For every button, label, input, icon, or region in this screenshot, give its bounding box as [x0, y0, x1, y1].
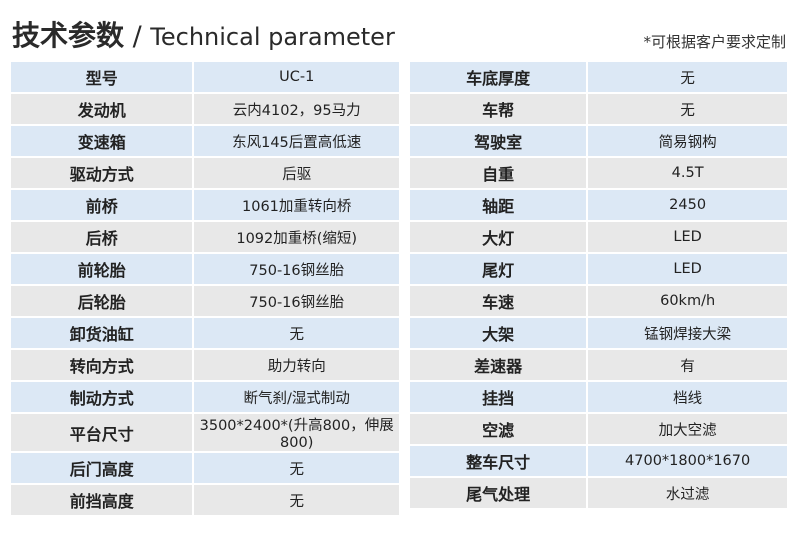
param-value: 无: [194, 485, 399, 515]
table-row: 后轮胎 750-16钢丝胎: [11, 286, 399, 316]
table-row: 驾驶室 简易钢构: [410, 126, 787, 156]
param-name: 驱动方式: [11, 158, 193, 188]
table-row: 车帮无: [410, 94, 787, 124]
table-row: 前挡高度无: [11, 485, 399, 515]
param-value: 4.5T: [588, 158, 787, 188]
param-value: LED: [588, 222, 787, 252]
title-cn: 技术参数: [12, 19, 125, 52]
param-value: 后驱: [194, 158, 399, 188]
param-value: 无: [588, 62, 787, 92]
spec-table-right: 车底厚度无车帮无驾驶室 简易钢构 自重 4.5T 轴距 2450 大灯 LED 尾灯 LED 车速 6…: [408, 60, 789, 510]
table-row: 尾灯 LED: [410, 254, 787, 284]
table-row: 驱动方式 后驱: [11, 158, 399, 188]
param-value: LED: [588, 254, 787, 284]
table-row: 变速箱 东风145后置高低速: [11, 126, 399, 156]
param-value: 4700*1800*1670: [588, 446, 787, 476]
table-row: 挂挡 档线: [410, 382, 787, 412]
param-name: 制动方式: [11, 382, 193, 412]
table-row: 空滤 加大空滤: [410, 414, 787, 444]
param-name: 差速器: [410, 350, 587, 380]
param-value: 断气刹/湿式制动: [194, 382, 399, 412]
param-name: 后门高度: [11, 453, 193, 483]
param-value: 1061加重转向桥: [194, 190, 399, 220]
table-row: 卸货油缸无: [11, 318, 399, 348]
param-name: 型号: [11, 62, 193, 92]
title-separator: /: [124, 21, 151, 52]
param-value: 无: [194, 453, 399, 483]
param-name: 车速: [410, 286, 587, 316]
table-row: 尾气处理 水过滤: [410, 478, 787, 508]
table-row: 前轮胎 750-16钢丝胎: [11, 254, 399, 284]
param-name: 后桥: [11, 222, 193, 252]
param-value: 助力转向: [194, 350, 399, 380]
param-name: 前桥: [11, 190, 193, 220]
table-row: 后门高度无: [11, 453, 399, 483]
table-row: 平台尺寸 3500*2400*(升高800，伸展800): [11, 414, 399, 451]
table-row: 前桥 1061加重转向桥: [11, 190, 399, 220]
table-row: 大架 锰钢焊接大梁: [410, 318, 787, 348]
param-value: 3500*2400*(升高800，伸展800): [194, 414, 399, 451]
param-name: 大灯: [410, 222, 587, 252]
param-name: 转向方式: [11, 350, 193, 380]
param-value: 60km/h: [588, 286, 787, 316]
table-row: 后桥 1092加重桥(缩短): [11, 222, 399, 252]
param-name: 发动机: [11, 94, 193, 124]
param-value: 档线: [588, 382, 787, 412]
title-en: Technical parameter: [150, 23, 395, 51]
param-value: 云内4102，95马力: [194, 94, 399, 124]
param-name: 空滤: [410, 414, 587, 444]
param-name: 自重: [410, 158, 587, 188]
param-value: 2450: [588, 190, 787, 220]
customization-note: *可根据客户要求定制: [643, 33, 786, 51]
page-title: 技术参数 / Technical parameter: [12, 14, 395, 54]
param-value: UC-1: [194, 62, 399, 92]
param-name: 驾驶室: [410, 126, 587, 156]
param-name: 尾灯: [410, 254, 587, 284]
param-name: 前轮胎: [11, 254, 193, 284]
table-row: 型号 UC-1: [11, 62, 399, 92]
param-name: 轴距: [410, 190, 587, 220]
param-name: 大架: [410, 318, 587, 348]
param-value: 无: [588, 94, 787, 124]
param-value: 东风145后置高低速: [194, 126, 399, 156]
param-name: 变速箱: [11, 126, 193, 156]
table-row: 转向方式 助力转向: [11, 350, 399, 380]
param-name: 尾气处理: [410, 478, 587, 508]
param-value: 简易钢构: [588, 126, 787, 156]
param-value: 750-16钢丝胎: [194, 254, 399, 284]
table-row: 整车尺寸 4700*1800*1670: [410, 446, 787, 476]
param-name: 整车尺寸: [410, 446, 587, 476]
param-value: 锰钢焊接大梁: [588, 318, 787, 348]
param-name: 车帮: [410, 94, 587, 124]
param-value: 无: [194, 318, 399, 348]
table-row: 车速 60km/h: [410, 286, 787, 316]
param-name: 车底厚度: [410, 62, 587, 92]
param-value: 750-16钢丝胎: [194, 286, 399, 316]
table-row: 制动方式 断气刹/湿式制动: [11, 382, 399, 412]
param-value: 有: [588, 350, 787, 380]
table-row: 轴距 2450: [410, 190, 787, 220]
param-name: 挂挡: [410, 382, 587, 412]
table-row: 自重 4.5T: [410, 158, 787, 188]
spec-table-left: 型号 UC-1 发动机 云内4102，95马力 变速箱 东风145后置高低速 驱动方式 后驱前…: [9, 60, 401, 517]
param-name: 平台尺寸: [11, 414, 193, 451]
param-value: 1092加重桥(缩短): [194, 222, 399, 252]
table-row: 发动机 云内4102，95马力: [11, 94, 399, 124]
param-value: 水过滤: [588, 478, 787, 508]
param-value: 加大空滤: [588, 414, 787, 444]
table-row: 大灯 LED: [410, 222, 787, 252]
table-row: 差速器有: [410, 350, 787, 380]
table-row: 车底厚度无: [410, 62, 787, 92]
param-name: 前挡高度: [11, 485, 193, 515]
param-name: 后轮胎: [11, 286, 193, 316]
param-name: 卸货油缸: [11, 318, 193, 348]
